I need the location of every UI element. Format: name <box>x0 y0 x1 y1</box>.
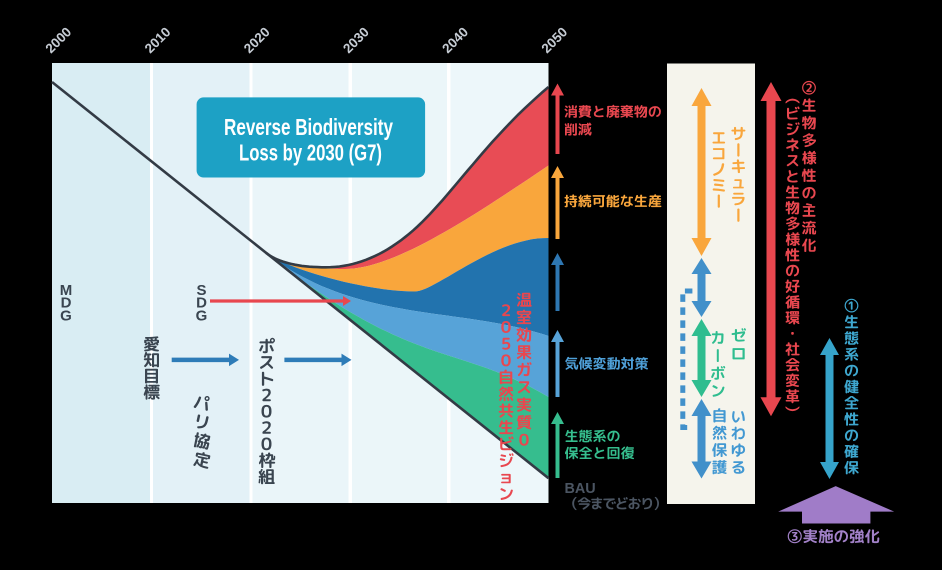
svg-text:S: S <box>196 282 206 299</box>
svg-text:BAU: BAU <box>565 481 596 497</box>
svg-text:G: G <box>60 307 72 324</box>
svg-text:Loss by 2030 (G7): Loss by 2030 (G7) <box>239 140 382 166</box>
svg-text:D: D <box>61 295 72 312</box>
svg-text:M: M <box>60 282 73 299</box>
svg-text:G: G <box>196 307 208 324</box>
svg-text:D: D <box>196 295 207 312</box>
svg-text:Reverse Biodiversity: Reverse Biodiversity <box>224 114 393 140</box>
